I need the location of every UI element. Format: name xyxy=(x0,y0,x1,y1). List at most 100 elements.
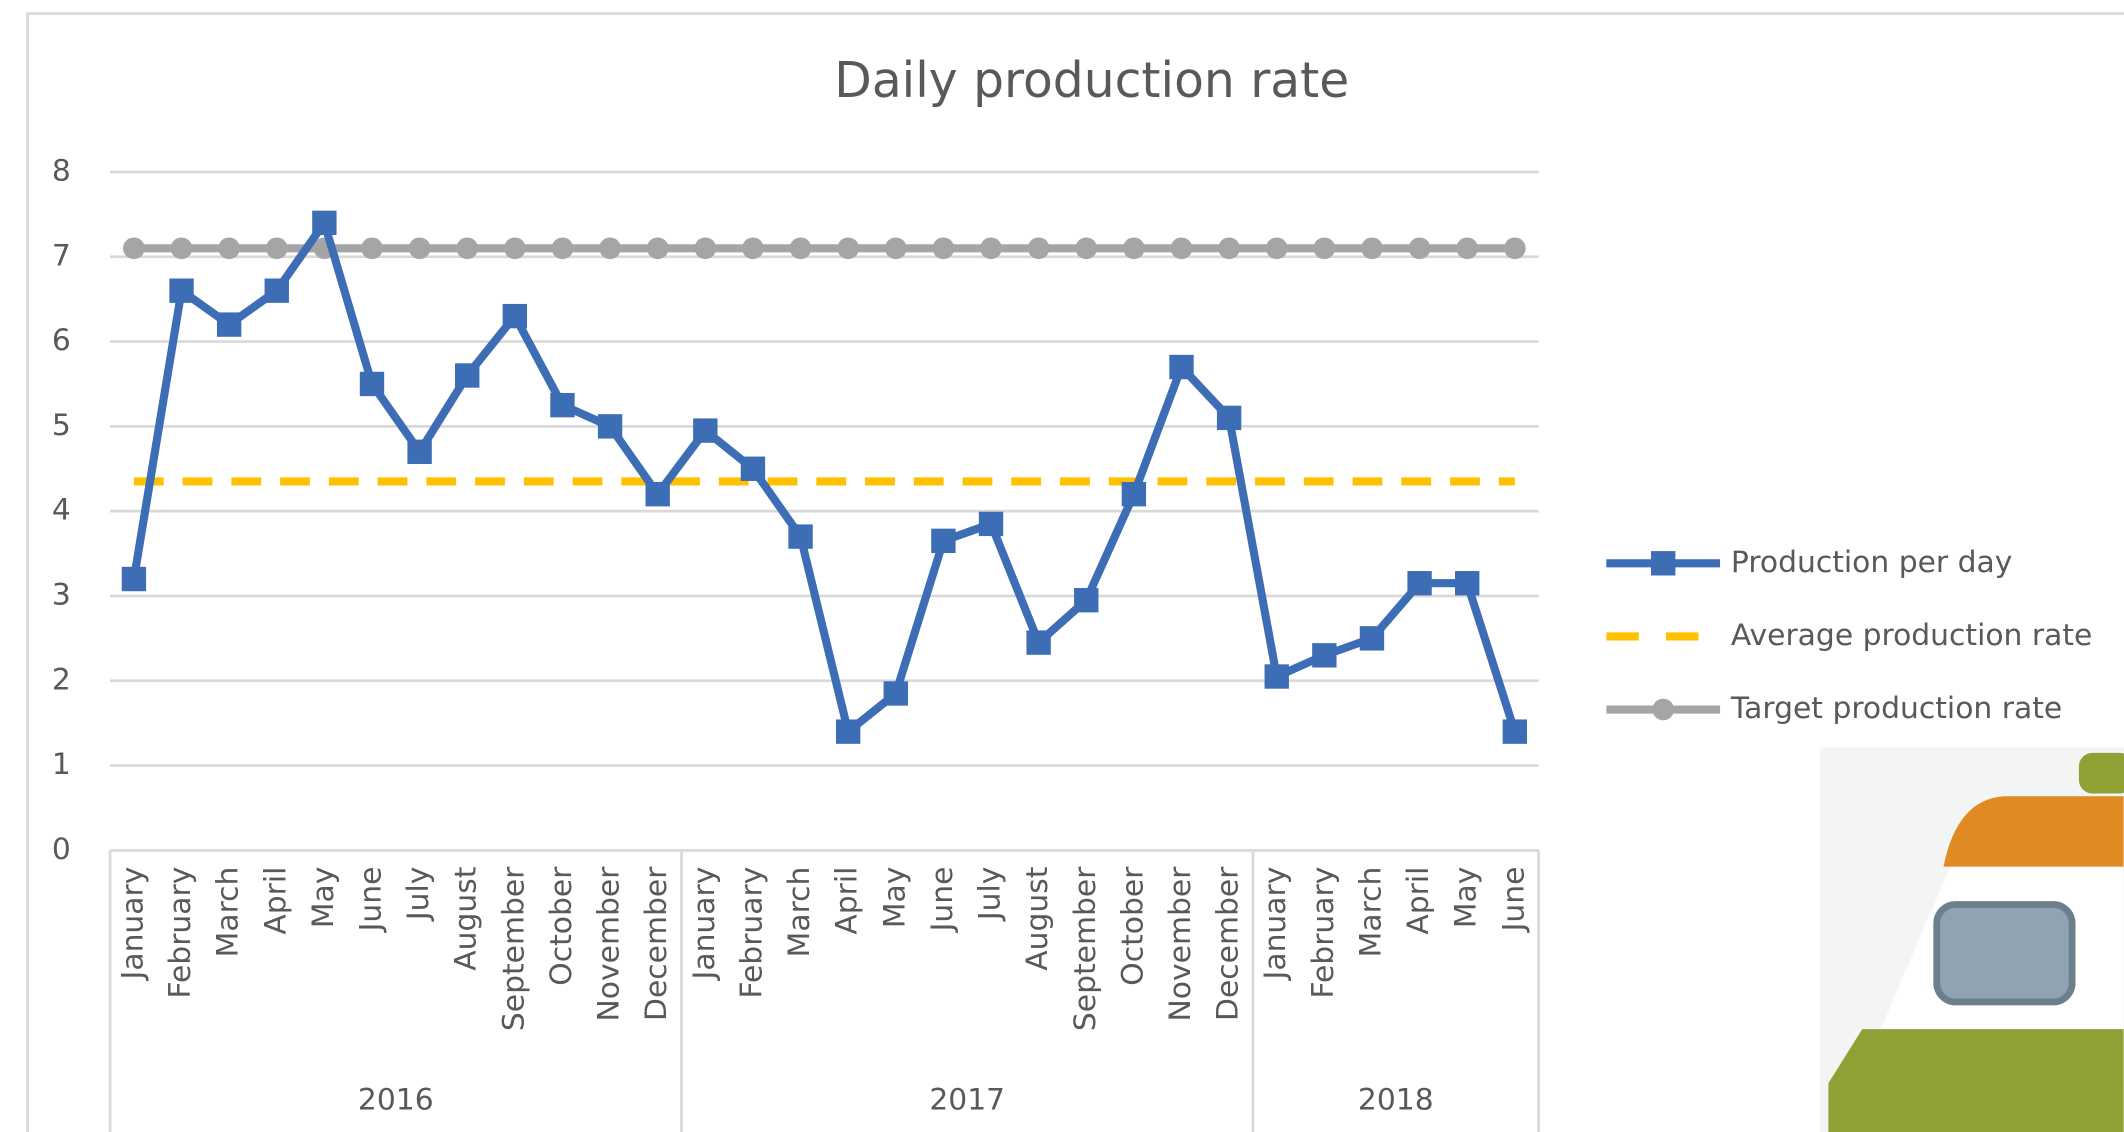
marker xyxy=(455,363,479,387)
marker xyxy=(1122,482,1146,506)
y-tick-label: 0 xyxy=(52,832,71,867)
marker xyxy=(1407,571,1431,595)
group-label: 2016 xyxy=(358,1082,434,1117)
marker xyxy=(1026,630,1050,654)
x-tick-label: December xyxy=(1211,866,1246,1021)
x-tick-label: April xyxy=(830,867,865,935)
marker xyxy=(266,237,288,259)
legend-marker xyxy=(1652,699,1674,721)
marker xyxy=(122,567,146,591)
x-tick-label: July xyxy=(401,867,436,923)
marker xyxy=(456,237,478,259)
marker xyxy=(599,237,621,259)
marker xyxy=(598,414,622,438)
marker xyxy=(312,211,336,235)
marker xyxy=(169,278,193,302)
y-tick-label: 6 xyxy=(52,323,71,358)
marker xyxy=(1409,237,1431,259)
marker xyxy=(931,529,955,553)
x-tick-label: April xyxy=(1401,867,1436,935)
marker xyxy=(265,278,289,302)
page: Daily production rate 0 1 2 3 4 5 6 7 8 January Fe… xyxy=(0,0,2124,1132)
x-tick-label: July xyxy=(973,867,1008,923)
marker xyxy=(1312,643,1336,667)
marker xyxy=(788,524,812,548)
marker xyxy=(407,440,431,464)
x-tick-label: January xyxy=(1258,867,1293,982)
x-tick-label: June xyxy=(925,867,960,934)
marker xyxy=(409,237,431,259)
marker xyxy=(693,418,717,442)
marker xyxy=(1456,237,1478,259)
marker xyxy=(694,237,716,259)
marker xyxy=(1169,355,1193,379)
x-tick-label: April xyxy=(258,867,293,935)
x-tick-label: January xyxy=(115,867,150,982)
legend-label: Production per day xyxy=(1731,545,2012,580)
x-tick-label: January xyxy=(687,867,722,982)
y-tick-label: 3 xyxy=(52,577,71,612)
y-tick-label: 2 xyxy=(52,662,71,697)
x-tick-label: March xyxy=(782,867,817,958)
marker xyxy=(123,237,145,259)
marker xyxy=(361,237,383,259)
marker xyxy=(1503,719,1527,743)
marker xyxy=(979,512,1003,536)
marker xyxy=(1171,237,1193,259)
y-tick-label: 1 xyxy=(52,747,71,782)
group-label: 2018 xyxy=(1358,1082,1434,1117)
marker xyxy=(884,681,908,705)
marker xyxy=(980,237,1002,259)
x-tick-label: December xyxy=(639,866,674,1021)
marker xyxy=(171,237,193,259)
marker xyxy=(1074,588,1098,612)
x-tick-label: March xyxy=(1353,867,1388,958)
legend-marker xyxy=(1651,551,1675,575)
marker xyxy=(1265,664,1289,688)
marker xyxy=(647,237,669,259)
x-tick-label: August xyxy=(449,867,484,971)
marker xyxy=(218,237,240,259)
marker xyxy=(1361,237,1383,259)
marker xyxy=(1123,237,1145,259)
chart: Daily production rate 0 1 2 3 4 5 6 7 8 January Fe… xyxy=(0,0,2124,1132)
marker xyxy=(790,237,812,259)
marker xyxy=(552,237,574,259)
marker xyxy=(550,393,574,417)
x-tick-label: September xyxy=(1068,866,1103,1031)
y-tick-label: 5 xyxy=(52,408,71,443)
marker xyxy=(360,372,384,396)
marker xyxy=(1217,406,1241,430)
y-tick-label: 4 xyxy=(52,493,71,528)
x-tick-label: February xyxy=(734,867,769,999)
marker xyxy=(1455,571,1479,595)
x-tick-label: August xyxy=(1020,867,1055,971)
x-tick-label: November xyxy=(1163,866,1198,1022)
marker xyxy=(836,719,860,743)
marker xyxy=(504,237,526,259)
marker xyxy=(933,237,955,259)
chart-title: Daily production rate xyxy=(834,53,1349,109)
x-tick-label: October xyxy=(1115,866,1150,986)
x-tick-label: May xyxy=(306,867,341,929)
x-tick-label: February xyxy=(1306,867,1341,999)
marker xyxy=(1504,237,1526,259)
legend-label: Average production rate xyxy=(1731,618,2092,653)
y-tick-label: 7 xyxy=(52,238,71,273)
x-tick-label: June xyxy=(1496,867,1531,934)
x-tick-label: November xyxy=(592,866,627,1022)
marker xyxy=(837,237,859,259)
marker xyxy=(741,457,765,481)
x-tick-label: May xyxy=(877,867,912,929)
marker xyxy=(1360,626,1384,650)
marker xyxy=(646,482,670,506)
y-tick-label: 8 xyxy=(52,153,71,188)
group-label: 2017 xyxy=(929,1082,1005,1117)
marker xyxy=(1266,237,1288,259)
x-tick-label: October xyxy=(544,866,579,986)
x-tick-label: May xyxy=(1449,867,1484,929)
marker xyxy=(1218,237,1240,259)
marker xyxy=(1314,237,1336,259)
x-tick-label: February xyxy=(163,867,198,999)
marker xyxy=(1028,237,1050,259)
